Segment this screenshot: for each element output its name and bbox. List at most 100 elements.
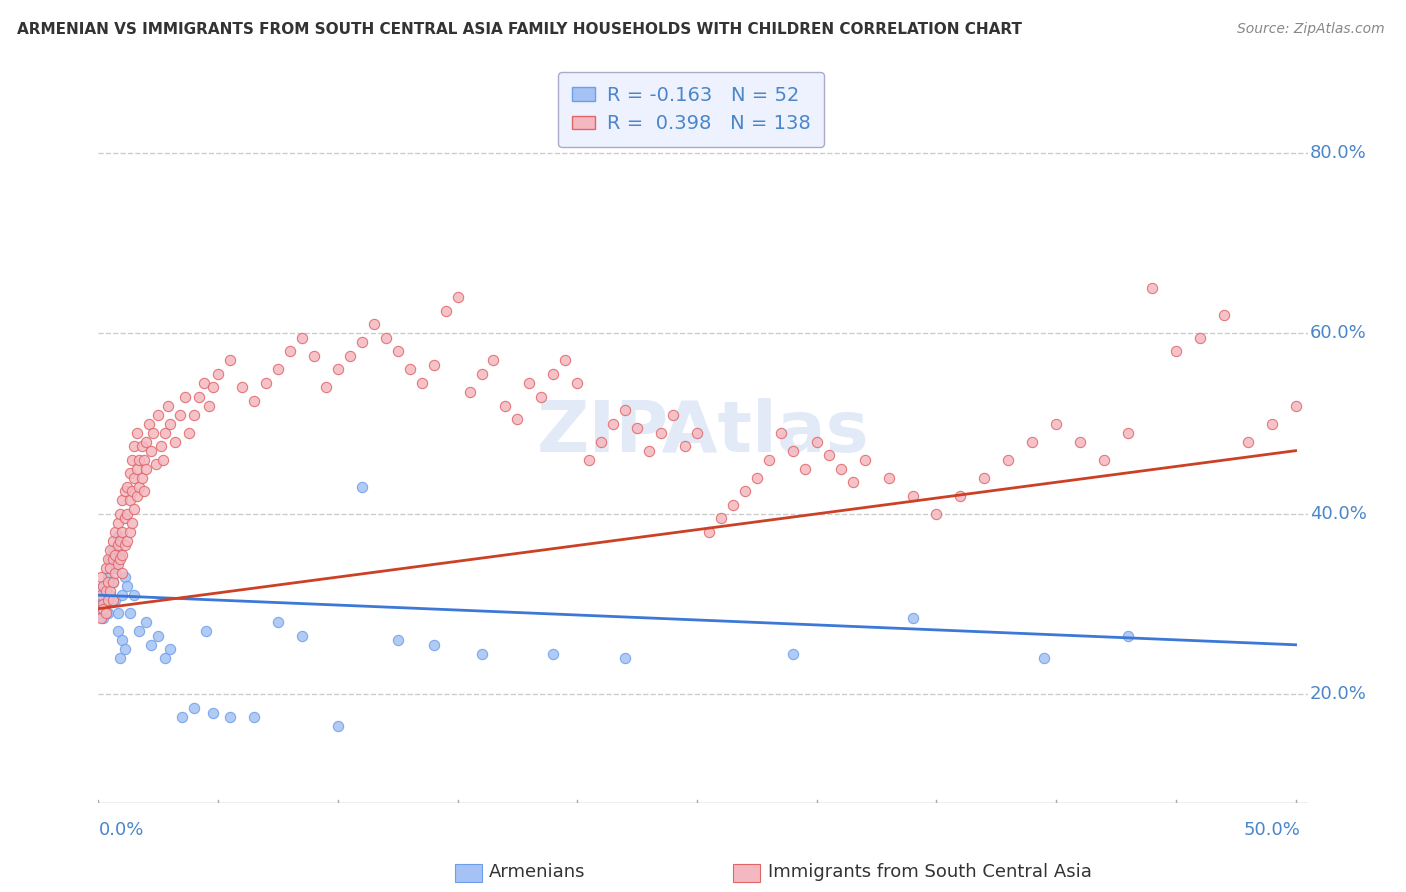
Point bbox=[769, 425, 792, 440]
Point bbox=[830, 461, 852, 475]
Point bbox=[159, 417, 181, 431]
Point bbox=[853, 452, 876, 467]
Point bbox=[115, 579, 138, 593]
Point bbox=[173, 390, 195, 404]
Point bbox=[782, 647, 804, 661]
Point bbox=[626, 421, 648, 435]
Point bbox=[602, 417, 624, 431]
Point bbox=[145, 457, 167, 471]
Point bbox=[197, 399, 219, 413]
Point bbox=[291, 629, 314, 643]
Point bbox=[128, 480, 150, 494]
Point bbox=[202, 380, 225, 394]
Point bbox=[202, 706, 225, 720]
Point bbox=[148, 629, 170, 643]
Point bbox=[100, 588, 122, 602]
Point bbox=[111, 566, 134, 580]
Point bbox=[793, 461, 815, 475]
Point bbox=[101, 543, 124, 558]
Point bbox=[90, 611, 112, 625]
Point bbox=[482, 353, 505, 368]
Point bbox=[841, 475, 863, 490]
Text: ZIPAtlas: ZIPAtlas bbox=[537, 398, 869, 467]
Point bbox=[121, 516, 143, 530]
Point bbox=[169, 408, 191, 422]
Point bbox=[219, 353, 242, 368]
Point bbox=[100, 543, 122, 558]
Point bbox=[107, 557, 129, 571]
Point bbox=[350, 335, 373, 350]
Point bbox=[302, 349, 325, 363]
Point bbox=[172, 710, 194, 724]
Point bbox=[108, 552, 131, 566]
Point bbox=[94, 606, 117, 620]
Point bbox=[104, 561, 127, 575]
Legend: R = -0.163   N = 52, R =  0.398   N = 138: R = -0.163 N = 52, R = 0.398 N = 138 bbox=[558, 72, 824, 147]
Point bbox=[124, 588, 146, 602]
Point bbox=[111, 524, 134, 539]
Point bbox=[115, 533, 138, 548]
Point bbox=[363, 318, 385, 332]
Point bbox=[339, 349, 361, 363]
Point bbox=[128, 452, 150, 467]
Point bbox=[195, 624, 218, 639]
Point bbox=[1116, 425, 1139, 440]
Point bbox=[121, 452, 143, 467]
Point bbox=[97, 606, 120, 620]
Point bbox=[139, 443, 162, 458]
Point bbox=[901, 611, 924, 625]
Point bbox=[139, 638, 162, 652]
Point bbox=[159, 642, 181, 657]
Point bbox=[97, 592, 120, 607]
Point bbox=[115, 507, 138, 521]
Point bbox=[135, 615, 157, 630]
Point bbox=[124, 439, 146, 453]
Point bbox=[267, 362, 290, 376]
Point bbox=[156, 399, 179, 413]
Point bbox=[925, 507, 948, 521]
Point bbox=[91, 579, 114, 593]
Point bbox=[231, 380, 253, 394]
Point bbox=[650, 425, 672, 440]
Point bbox=[90, 601, 112, 615]
Point bbox=[1140, 281, 1163, 295]
Point bbox=[973, 471, 995, 485]
Point bbox=[107, 539, 129, 553]
Point bbox=[149, 439, 172, 453]
Text: 80.0%: 80.0% bbox=[1310, 144, 1367, 161]
Point bbox=[1092, 452, 1115, 467]
Point bbox=[97, 574, 120, 589]
Text: ARMENIAN VS IMMIGRANTS FROM SOUTH CENTRAL ASIA FAMILY HOUSEHOLDS WITH CHILDREN C: ARMENIAN VS IMMIGRANTS FROM SOUTH CENTRA… bbox=[17, 22, 1022, 37]
Point bbox=[118, 493, 141, 508]
Point bbox=[108, 651, 131, 665]
Point bbox=[107, 624, 129, 639]
Point bbox=[115, 480, 138, 494]
Point bbox=[758, 452, 780, 467]
Point bbox=[745, 471, 768, 485]
Point bbox=[1069, 434, 1091, 449]
Point bbox=[111, 633, 134, 648]
Point bbox=[90, 588, 112, 602]
Point bbox=[111, 493, 134, 508]
Point bbox=[495, 399, 517, 413]
Point bbox=[179, 425, 201, 440]
Point bbox=[530, 390, 553, 404]
Point bbox=[90, 570, 112, 584]
Point bbox=[1164, 344, 1187, 359]
Point bbox=[104, 524, 127, 539]
Point bbox=[543, 647, 565, 661]
Point bbox=[710, 511, 733, 525]
Point bbox=[111, 588, 134, 602]
Point bbox=[135, 461, 157, 475]
Point bbox=[193, 376, 215, 390]
Point bbox=[114, 511, 136, 525]
Point bbox=[1212, 308, 1234, 322]
Point bbox=[278, 344, 301, 359]
Point bbox=[806, 434, 828, 449]
Point bbox=[997, 452, 1019, 467]
Text: 50.0%: 50.0% bbox=[1243, 821, 1301, 838]
Point bbox=[315, 380, 337, 394]
Point bbox=[101, 592, 124, 607]
Point bbox=[219, 710, 242, 724]
Point bbox=[1236, 434, 1258, 449]
